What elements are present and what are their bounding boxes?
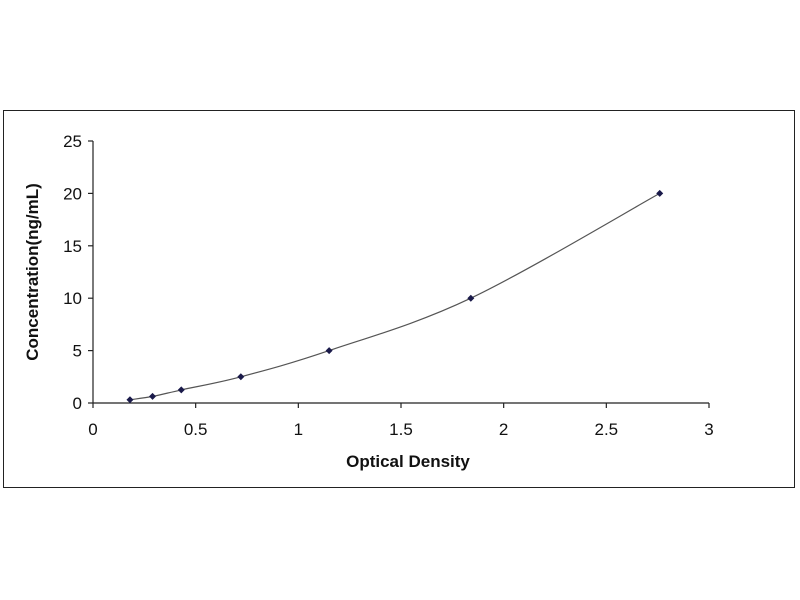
y-tick-label: 5	[73, 342, 82, 361]
x-tick-label: 3	[704, 420, 713, 439]
y-ticks: 0 5 10 15 20 25	[63, 132, 93, 413]
fit-curve	[129, 192, 660, 401]
x-ticks: 0 0.5 1 1.5 2 2.5 3	[88, 403, 714, 439]
data-point	[126, 396, 134, 404]
x-tick-label: 0	[88, 420, 97, 439]
y-tick-label: 25	[63, 132, 82, 151]
x-tick-label: 0.5	[184, 420, 208, 439]
chart-frame	[3, 110, 795, 488]
x-tick-label: 2	[499, 420, 508, 439]
data-point	[149, 392, 157, 400]
data-point	[237, 373, 245, 381]
y-axis-title: Concentration(ng/mL)	[23, 183, 42, 361]
data-point	[656, 189, 664, 197]
y-tick-label: 0	[73, 394, 82, 413]
axes	[92, 141, 709, 404]
data-point	[177, 386, 185, 394]
x-tick-label: 1	[294, 420, 303, 439]
y-tick-label: 15	[63, 237, 82, 256]
data-points	[126, 189, 664, 404]
x-tick-label: 1.5	[389, 420, 413, 439]
y-tick-label: 20	[63, 184, 82, 203]
y-tick-label: 10	[63, 289, 82, 308]
data-point	[325, 347, 333, 355]
x-tick-label: 2.5	[595, 420, 619, 439]
data-point	[467, 294, 475, 302]
x-axis-title: Optical Density	[346, 452, 470, 471]
